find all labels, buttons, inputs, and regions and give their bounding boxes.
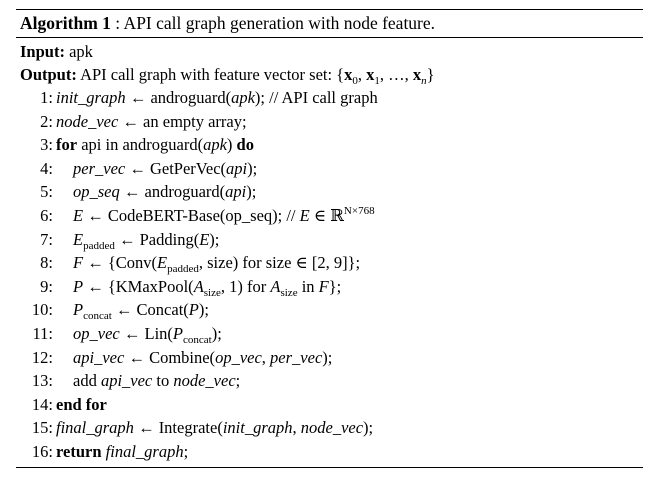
algo-line-13: 13: add api_vec to node_vec;: [16, 369, 643, 393]
line-code: Pconcat ← Concat(P);: [73, 300, 209, 323]
output-close: }: [426, 65, 435, 84]
algo-line-16: 16: return final_graph;: [16, 440, 643, 464]
algorithm-block: Algorithm 1 : API call graph generation …: [16, 9, 643, 468]
line-code: init_graph ← androguard(apk); // API cal…: [56, 88, 378, 107]
line-number: 7:: [40, 229, 53, 249]
algo-line-5: 5: op_seq ← androguard(api);: [16, 180, 643, 204]
algo-line-2: 2: node_vec ← an empty array;: [16, 110, 643, 134]
line-number: 16:: [31, 441, 53, 461]
line-code: for api in androguard(apk) do: [56, 135, 254, 155]
algo-line-1: 1: init_graph ← androguard(apk); // API c…: [16, 86, 643, 110]
input-label: Input:: [20, 42, 65, 61]
line-number: 9:: [40, 276, 53, 296]
line-number: 10:: [31, 300, 53, 320]
algo-line-3: 3: for api in androguard(apk) do: [16, 133, 643, 157]
algo-line-9: 9: P ← {KMaxPool(Asize, 1) for Asize in F…: [16, 275, 643, 299]
line-number: 8:: [40, 253, 53, 273]
algorithm-label: Algorithm 1: [20, 13, 111, 33]
line-number: 13:: [31, 371, 53, 391]
line-code: P ← {KMaxPool(Asize, 1) for Asize in F};: [73, 276, 342, 299]
output-dots: …: [388, 65, 405, 84]
line-number: 15:: [31, 418, 53, 438]
output-label: Output:: [20, 65, 77, 84]
line-number: 12:: [31, 347, 53, 367]
top-rule: [16, 9, 643, 10]
algo-line-4: 4: per_vec ← GetPerVec(api);: [16, 157, 643, 181]
line-number: 2:: [40, 111, 53, 131]
line-code: add api_vec to node_vec;: [73, 371, 241, 391]
line-code: E ← CodeBERT-Base(op_seq); // E ∈ ℝN×768: [73, 204, 375, 225]
algo-line-7: 7: Epadded ← Padding(E);: [16, 228, 643, 252]
line-code: return final_graph;: [56, 441, 189, 461]
output-x1: x: [366, 65, 375, 84]
line-code: final_graph ← Integrate(init_graph, node…: [56, 418, 374, 438]
line-number: 1:: [40, 88, 53, 107]
output-x0: x: [344, 65, 353, 84]
caption-rule: [16, 37, 643, 38]
line-number: 14:: [31, 394, 53, 414]
line-code: Epadded ← Padding(E);: [73, 229, 220, 252]
line-code: end for: [56, 394, 107, 414]
bottom-rule: [16, 466, 643, 468]
line-code: per_vec ← GetPerVec(api);: [73, 158, 258, 178]
output-line: Output: API call graph with feature vect…: [20, 65, 435, 87]
line-code: op_vec ← Lin(Pconcat);: [73, 323, 222, 346]
input-line: Input: apk: [16, 40, 643, 63]
algo-line-14: 14: end for: [16, 393, 643, 417]
algo-line-15: 15: final_graph ← Integrate(init_graph, n…: [16, 416, 643, 440]
input-value: apk: [64, 42, 93, 61]
line-number: 6:: [40, 205, 53, 225]
algo-line-11: 11: op_vec ← Lin(Pconcat);: [16, 322, 643, 346]
output-xn-sub: n: [421, 75, 427, 87]
line-code: node_vec ← an empty array;: [56, 111, 247, 131]
algo-line-12: 12: api_vec ← Combine(op_vec, per_vec);: [16, 346, 643, 370]
algo-line-8: 8: F ← {Conv(Epadded, size) for size ∈ [2…: [16, 251, 643, 275]
line-number: 3:: [40, 135, 53, 155]
algo-line-6: 6: E ← CodeBERT-Base(op_seq); // E ∈ ℝN×7…: [16, 204, 643, 228]
output-xn: x: [412, 65, 422, 84]
line-number: 11:: [32, 323, 53, 343]
algo-line-10: 10: Pconcat ← Concat(P);: [16, 298, 643, 322]
line-code: api_vec ← Combine(op_vec, per_vec);: [73, 347, 333, 367]
line-number: 5:: [40, 182, 53, 202]
line-code: F ← {Conv(Epadded, size) for size ∈ [2, …: [73, 253, 361, 276]
algorithm-body: Input: apk Output: API call graph with f…: [16, 38, 643, 464]
algorithm-title: : API call graph generation with node fe…: [110, 13, 436, 33]
output-text: API call graph with feature vector set: …: [76, 65, 345, 84]
output-x1-sub: 1: [374, 75, 380, 87]
algorithm-caption: Algorithm 1 : API call graph generation …: [16, 10, 643, 37]
line-number: 4:: [40, 158, 53, 178]
line-code: op_seq ← androguard(api);: [73, 182, 257, 202]
output-x0-sub: 0: [352, 75, 358, 87]
